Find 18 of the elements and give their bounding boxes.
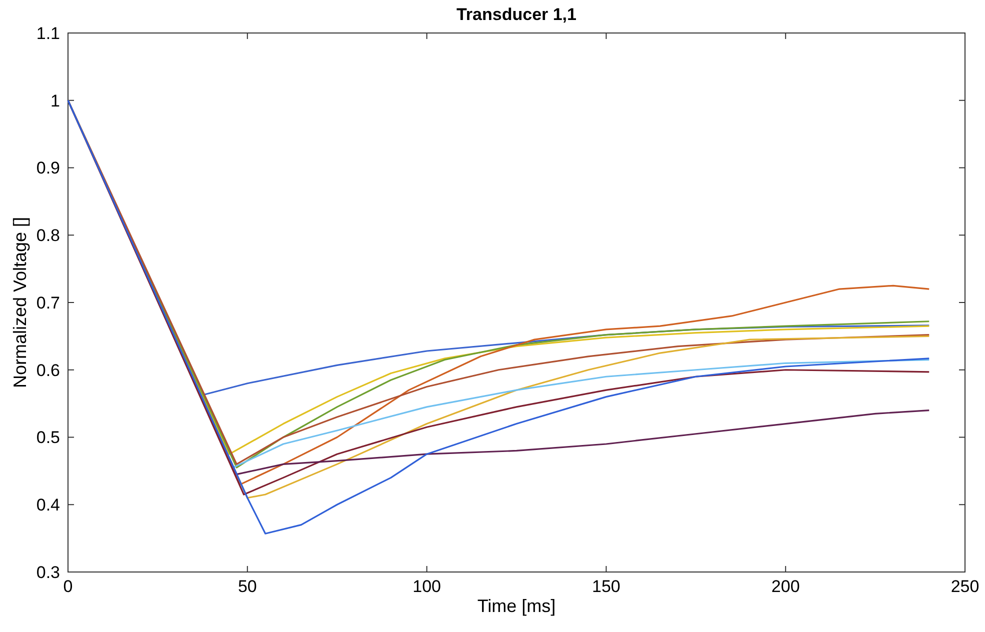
y-tick-label: 0.9 [36, 158, 60, 178]
chart-title: Transducer 1,1 [456, 5, 577, 24]
x-tick-label: 0 [63, 577, 73, 596]
x-axis-title: Time [ms] [477, 596, 556, 616]
y-tick-label: 1 [50, 91, 60, 110]
x-tick-label: 100 [412, 577, 441, 596]
x-tick-label: 200 [771, 577, 800, 596]
y-tick-label: 0.7 [36, 293, 60, 312]
y-tick-label: 0.4 [36, 496, 60, 515]
y-tick-label: 1.1 [36, 24, 60, 43]
y-tick-label: 0.3 [36, 562, 60, 582]
x-tick-label: 250 [950, 577, 980, 596]
x-tick-label: 150 [592, 577, 620, 596]
y-tick-label: 0.6 [36, 360, 60, 380]
x-tick-label: 50 [238, 577, 257, 596]
y-tick-label: 0.5 [36, 428, 60, 448]
y-tick-label: 0.8 [36, 226, 60, 246]
y-axis-title: Normalized Voltage [] [10, 216, 30, 388]
